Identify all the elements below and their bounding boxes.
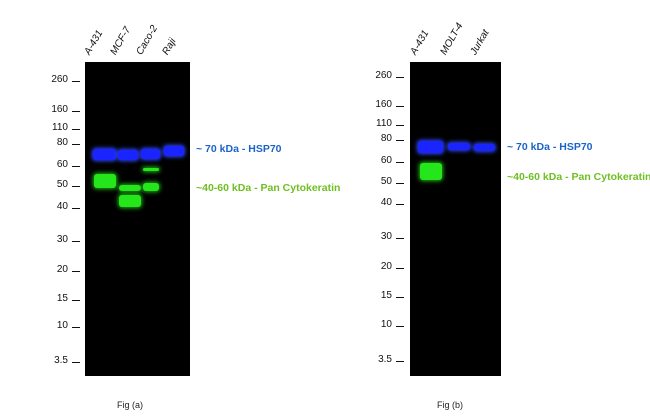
marker-tick — [72, 271, 80, 272]
mw-marker: 10 — [56, 320, 68, 331]
cytokeratin-band — [119, 185, 141, 191]
marker-tick — [396, 106, 404, 107]
mw-marker: 260 — [51, 74, 68, 85]
marker-tick — [72, 81, 80, 82]
hsp70-band — [118, 150, 138, 160]
marker-tick — [396, 204, 404, 205]
lane-label: MOLT-4 — [438, 21, 466, 57]
hsp70-band — [448, 143, 470, 150]
marker-tick — [396, 162, 404, 163]
marker-tick — [396, 140, 404, 141]
marker-tick — [72, 144, 80, 145]
marker-tick — [72, 129, 80, 130]
mw-marker: 260 — [375, 70, 392, 81]
figure-caption: Fig (a) — [117, 400, 144, 410]
mw-marker: 40 — [56, 201, 68, 212]
hsp70-band — [141, 149, 160, 159]
mw-marker: 80 — [380, 133, 392, 144]
hsp70-band — [474, 144, 495, 151]
mw-marker: 50 — [380, 176, 392, 187]
cytokeratin-band — [420, 163, 442, 180]
mw-marker: 60 — [380, 155, 392, 166]
figure-caption: Fig (b) — [437, 400, 464, 410]
mw-marker: 80 — [56, 137, 68, 148]
mw-marker: 10 — [380, 319, 392, 330]
blot-membrane — [410, 62, 501, 376]
mw-marker: 15 — [380, 290, 392, 301]
blot-membrane — [85, 62, 190, 376]
cytokeratin-band — [94, 174, 116, 188]
marker-tick — [72, 208, 80, 209]
hsp70-band — [164, 146, 184, 156]
marker-tick — [396, 326, 404, 327]
marker-tick — [72, 186, 80, 187]
mw-marker: 20 — [56, 264, 68, 275]
marker-tick — [72, 300, 80, 301]
lane-label: Jurkat — [468, 27, 492, 57]
mw-marker: 30 — [380, 231, 392, 242]
cytokeratin-label: ~40-60 kDa - Pan Cytokeratin — [507, 171, 650, 183]
lane-label: A-431 — [408, 28, 432, 57]
lane-label: Raji — [160, 36, 179, 57]
marker-tick — [396, 183, 404, 184]
mw-marker: 50 — [56, 179, 68, 190]
marker-tick — [72, 327, 80, 328]
marker-tick — [396, 238, 404, 239]
mw-marker: 110 — [376, 118, 392, 129]
hsp70-label: ~ 70 kDa - HSP70 — [196, 143, 282, 155]
cytokeratin-band — [143, 183, 159, 191]
hsp70-band — [418, 141, 443, 153]
mw-marker: 20 — [380, 261, 392, 272]
marker-tick — [396, 361, 404, 362]
marker-tick — [72, 362, 80, 363]
blot-panel-b: A-431 MOLT-4 Jurkat 260 160 110 80 60 50… — [330, 0, 650, 417]
mw-marker: 3.5 — [378, 354, 392, 365]
marker-tick — [72, 241, 80, 242]
mw-marker: 30 — [56, 234, 68, 245]
mw-marker: 15 — [56, 293, 68, 304]
marker-tick — [396, 77, 404, 78]
mw-marker: 60 — [56, 159, 68, 170]
marker-tick — [72, 166, 80, 167]
blot-panel-a: A-431 MCF-7 Caco-2 Raji 260 160 110 80 6… — [51, 23, 340, 410]
mw-marker: 110 — [52, 122, 68, 133]
marker-tick — [396, 268, 404, 269]
marker-tick — [396, 125, 404, 126]
mw-marker: 3.5 — [54, 355, 68, 366]
cytokeratin-band — [119, 195, 141, 207]
hsp70-label: ~ 70 kDa - HSP70 — [507, 141, 593, 153]
cytokeratin-band — [143, 168, 159, 171]
cytokeratin-label: ~40-60 kDa - Pan Cytokeratin — [196, 182, 341, 194]
mw-marker: 160 — [375, 99, 392, 110]
lane-label: Caco-2 — [134, 23, 161, 58]
lane-label: A-431 — [82, 28, 106, 57]
lane-label: MCF-7 — [108, 25, 134, 57]
mw-marker: 160 — [51, 104, 68, 115]
marker-tick — [396, 297, 404, 298]
mw-marker: 40 — [380, 197, 392, 208]
hsp70-band — [93, 149, 116, 160]
marker-tick — [72, 111, 80, 112]
